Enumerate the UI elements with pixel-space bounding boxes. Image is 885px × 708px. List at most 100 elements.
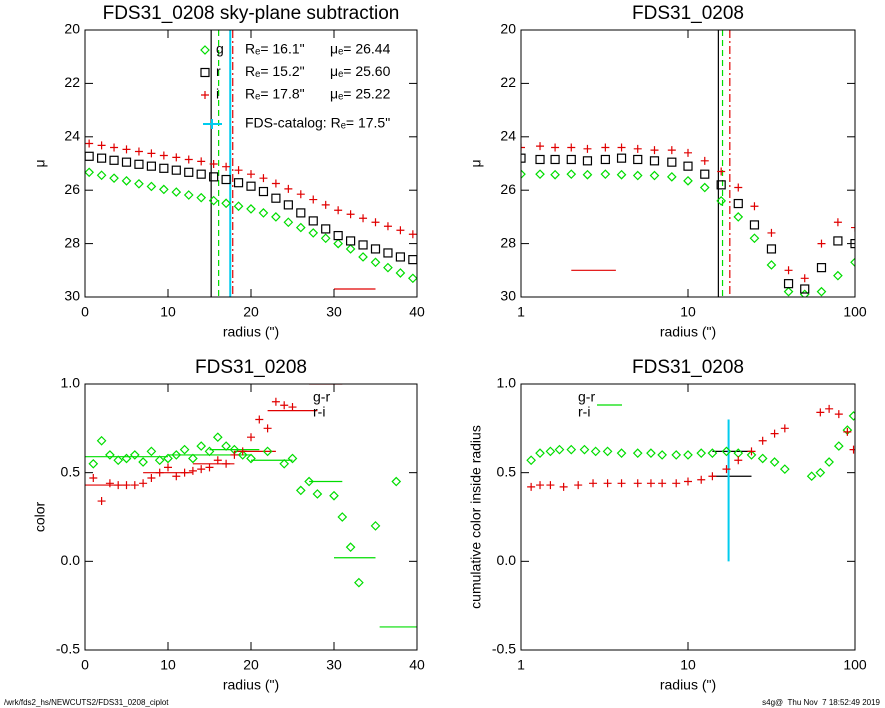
point [197, 465, 206, 474]
point [280, 401, 289, 410]
point [321, 224, 331, 234]
legend-mu: μₑ= 25.60 [330, 63, 391, 79]
point [383, 222, 392, 231]
legend-catalog-marker [203, 119, 222, 129]
point [147, 473, 156, 482]
point [258, 186, 269, 197]
point [287, 453, 298, 464]
legend-name: g-r [578, 389, 595, 405]
point [205, 463, 214, 472]
point [122, 145, 131, 154]
legend-re: Rₑ= 15.2" [245, 63, 305, 79]
chart-title: FDS31_0208 [195, 357, 307, 378]
point [649, 170, 660, 181]
legend-marker [200, 45, 210, 55]
y-tick-label: 20 [500, 21, 516, 37]
point [184, 167, 194, 177]
point [734, 456, 743, 465]
point [816, 263, 827, 273]
point [800, 284, 810, 294]
point [815, 467, 826, 478]
point [184, 155, 193, 164]
point [833, 218, 842, 227]
y-tick-label: 22 [500, 74, 516, 90]
x-tick-label: 20 [243, 657, 259, 673]
point [617, 479, 626, 488]
point [767, 228, 776, 237]
point [146, 181, 157, 192]
point [784, 266, 793, 275]
point [296, 190, 305, 199]
point [171, 165, 181, 175]
point [833, 236, 843, 246]
point [346, 236, 356, 246]
x-tick-label: 10 [680, 304, 696, 320]
y-axis-label: color [32, 501, 48, 532]
chart-title: FDS31_0208 sky-plane subtraction [103, 3, 400, 24]
point [699, 182, 710, 193]
point [85, 151, 94, 161]
point [230, 450, 239, 459]
point [749, 220, 760, 230]
point [749, 233, 760, 244]
point [657, 450, 667, 460]
point [526, 455, 536, 466]
point [649, 156, 660, 166]
point [750, 202, 759, 211]
point [209, 172, 219, 182]
point [134, 159, 144, 169]
point [370, 521, 381, 531]
point [97, 141, 106, 150]
y-tick-label: 24 [64, 128, 80, 144]
point [383, 262, 393, 273]
x-tick-label: 100 [843, 304, 867, 320]
point [222, 162, 231, 171]
point [96, 170, 107, 181]
point [408, 230, 417, 239]
point [183, 190, 194, 200]
point [154, 455, 165, 466]
point [551, 143, 560, 152]
legend-name: i [216, 86, 219, 102]
point [671, 450, 682, 460]
point [129, 450, 140, 460]
legend-name: g-r [313, 389, 330, 405]
point [684, 477, 692, 486]
point [396, 226, 405, 235]
point [89, 473, 98, 482]
point [834, 410, 843, 419]
point [806, 471, 817, 482]
point [833, 270, 843, 281]
point [283, 217, 294, 228]
y-tick-label: 0.5 [61, 463, 81, 479]
point [345, 244, 356, 254]
point [171, 450, 182, 460]
point [769, 457, 780, 467]
point [147, 149, 156, 158]
point [566, 444, 577, 455]
point [110, 143, 119, 152]
point [262, 446, 273, 457]
point [159, 184, 169, 195]
point [233, 178, 244, 188]
point [163, 453, 173, 464]
point [633, 144, 642, 153]
point [146, 161, 156, 171]
point [138, 457, 148, 467]
point [97, 497, 106, 506]
y-tick-label: 0.0 [61, 552, 81, 568]
point [109, 155, 119, 165]
point [130, 481, 139, 490]
point [672, 479, 681, 488]
point [233, 201, 244, 212]
frame [84, 383, 418, 651]
point [600, 154, 610, 165]
point [632, 170, 643, 181]
point [567, 143, 576, 152]
point [616, 153, 627, 163]
x-tick-label: 10 [680, 657, 696, 673]
point [295, 222, 306, 233]
point [259, 174, 268, 183]
point [667, 146, 676, 155]
